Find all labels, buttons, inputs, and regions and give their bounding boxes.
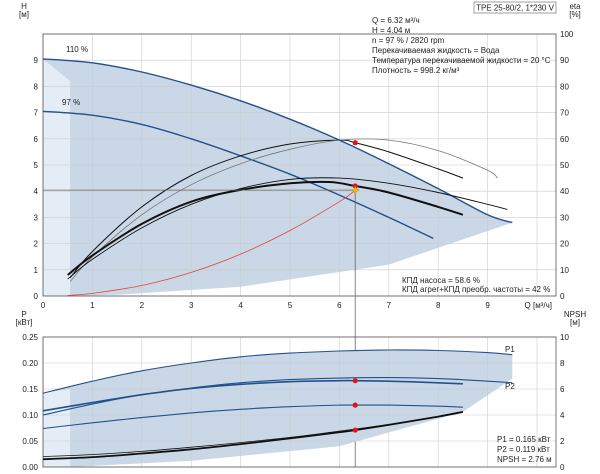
tick-eta-90: 90 (560, 56, 569, 65)
curve-top-5 (67, 177, 508, 280)
tick-h-0: 0 (34, 292, 39, 301)
label-97: 97 % (62, 98, 80, 107)
duty-dot-bottom-0 (352, 378, 358, 384)
power-note-0: P1 = 0.165 кВт (497, 435, 551, 444)
ylabel-p: P (21, 310, 26, 319)
tick-eta-0: 0 (560, 292, 565, 301)
tick-q-5: 5 (288, 301, 293, 310)
tick-h-1: 1 (34, 266, 39, 275)
tick-p-0.00: 0.00 (22, 463, 38, 472)
tick-h-5: 5 (34, 161, 39, 170)
info-line-3: Перекачиваемая жидкость = Вода (372, 46, 500, 55)
chart-title: TPE 25-80/2, 1*230 V (476, 4, 554, 13)
plot-frame-bottom (42, 336, 557, 468)
tick-p-0.15: 0.15 (22, 385, 38, 394)
ylabel-h-unit: [м] (19, 10, 29, 19)
tick-q-8: 8 (436, 301, 441, 310)
tick-npsh-8: 8 (560, 359, 565, 368)
ylabel-p-unit: [кВт] (16, 318, 33, 327)
tick-h-3: 3 (34, 213, 39, 222)
tick-q-3: 3 (189, 301, 194, 310)
tick-q-2: 2 (140, 301, 145, 310)
curve-top-4 (67, 180, 464, 276)
tick-h-9: 9 (34, 56, 39, 65)
tick-eta-20: 20 (560, 240, 569, 249)
tick-eta-60: 60 (560, 135, 569, 144)
info-line-0: Q = 6.32 м³/ч (372, 16, 420, 25)
tick-q-7: 7 (387, 301, 392, 310)
plot-frame-top (42, 33, 557, 297)
tick-q-4: 4 (238, 301, 243, 310)
label-110: 110 % (66, 45, 88, 54)
duty-dot-bottom-2 (352, 427, 358, 433)
curve-bottom-5 (42, 411, 463, 457)
tick-q-1: 1 (90, 301, 95, 310)
ylabel-npsh: NPSH (564, 310, 586, 319)
tick-h-2: 2 (34, 240, 39, 249)
tick-eta-40: 40 (560, 187, 569, 196)
info-line-1: H = 4.04 м (372, 26, 410, 35)
low-flow-zone-top (43, 58, 71, 296)
curve-top-3 (69, 138, 498, 282)
low-flow-zone-bottom (43, 389, 71, 467)
tick-p-0.25: 0.25 (22, 333, 38, 342)
tick-p-0.20: 0.20 (22, 359, 38, 368)
tick-eta-70: 70 (560, 109, 569, 118)
tick-eta-50: 50 (560, 161, 569, 170)
label-p1: P1 (505, 345, 515, 354)
tick-h-6: 6 (34, 135, 39, 144)
power-note-2: NPSH = 2.76 м (497, 455, 552, 464)
tick-h-7: 7 (34, 109, 39, 118)
pump-curve-0 (42, 58, 513, 224)
operating-envelope-bottom (43, 350, 513, 467)
eff-note-1: КПД агрег+КПД преобр. частоты = 42 % (402, 285, 550, 294)
tick-q-0: 0 (41, 301, 46, 310)
operating-envelope-top (43, 58, 513, 296)
ylabel-npsh-unit: [м] (570, 318, 580, 327)
xlabel-q: Q [м³/ч] (525, 301, 552, 310)
info-line-5: Плотность = 998.2 кг/м³ (372, 66, 460, 75)
tick-p-0.05: 0.05 (22, 437, 38, 446)
label-p2: P2 (505, 382, 515, 391)
ylabel-eta-unit: [%] (569, 10, 581, 19)
info-line-4: Температура перекачиваемой жидкости = 20… (372, 56, 551, 65)
eff-note-0: КПД насоса = 58.6 % (402, 276, 480, 285)
power-note-1: P2 = 0.119 кВт (497, 445, 550, 454)
duty-dot-110 (352, 140, 358, 146)
tick-h-4: 4 (34, 187, 39, 196)
tick-eta-10: 10 (560, 266, 569, 275)
tick-eta-30: 30 (560, 213, 569, 222)
duty-point-star (350, 185, 360, 195)
curve-bottom-2 (42, 377, 513, 416)
info-line-2: n = 97 % / 2820 rpm (372, 36, 445, 45)
curve-bottom-3 (42, 404, 463, 430)
tick-h-8: 8 (34, 82, 39, 91)
tick-npsh-0: 0 (560, 463, 565, 472)
tick-eta-80: 80 (560, 82, 569, 91)
tick-p-0.10: 0.10 (22, 411, 38, 420)
title-box (473, 1, 557, 14)
curve-bottom-0 (42, 349, 513, 394)
curve-top-2 (69, 139, 464, 279)
duty-dot-bottom-1 (352, 402, 358, 408)
tick-eta-100: 100 (560, 30, 574, 39)
tick-npsh-6: 6 (560, 385, 565, 394)
tick-npsh-2: 2 (560, 437, 565, 446)
tick-npsh-10: 10 (560, 333, 569, 342)
tick-npsh-4: 4 (560, 411, 565, 420)
tick-q-6: 6 (337, 301, 342, 310)
ylabel-eta: eta (569, 2, 581, 11)
ylabel-h: H (21, 2, 27, 11)
curve-top-6 (67, 189, 356, 296)
tick-q-9: 9 (485, 301, 490, 310)
